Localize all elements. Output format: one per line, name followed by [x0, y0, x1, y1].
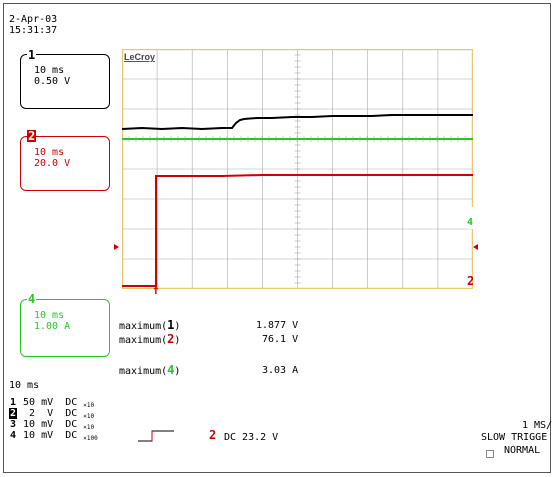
channel-2-scale: 20.0 V — [34, 158, 71, 169]
input-coupling: DC — [65, 408, 78, 419]
brand-logo: LeCroy — [124, 52, 155, 62]
input-coupling: DC — [65, 430, 78, 441]
trigger-level-right-marker[interactable] — [473, 244, 478, 250]
channel-2-timebase: 10 ms — [34, 147, 65, 158]
measurement-close: ) — [174, 321, 181, 332]
measurement-close: ) — [174, 366, 181, 377]
measurement-close: ) — [174, 335, 181, 346]
measurement-label: maximum( — [119, 321, 168, 332]
input-row[interactable]: 1 50 mV DC ×10 — [9, 397, 95, 409]
measurement-value: 76.1 V — [262, 334, 299, 345]
trigger-level-left-marker[interactable] — [114, 244, 119, 250]
grid-lines — [122, 49, 473, 289]
channel-1-box[interactable] — [20, 54, 110, 109]
capture-date: 2-Apr-03 — [9, 14, 58, 25]
channel-2-number: 2 — [27, 129, 37, 143]
scope-display: 2-Apr-03 15:31:37 1 10 ms 0.50 V 2 10 ms… — [3, 3, 553, 473]
measurement-channel: 1 — [167, 318, 175, 332]
input-channel: 4 — [9, 430, 17, 441]
channel-1-number: 1 — [27, 48, 37, 62]
input-probe: 100 — [86, 435, 98, 442]
input-row[interactable]: 4 10 mV DC ×100 — [9, 430, 98, 442]
channel-2-box[interactable] — [20, 136, 110, 191]
capture-time: 15:31:37 — [9, 25, 58, 36]
channel-1-trace — [122, 114, 473, 131]
channel-4-marker-label: 4 — [467, 217, 473, 228]
measurement-row: maximum(4) — [119, 363, 181, 377]
measurement-row: maximum(2) — [119, 332, 181, 346]
input-channel: 3 — [9, 419, 17, 430]
input-scale: 10 mV — [23, 419, 54, 430]
input-row[interactable]: 3 10 mV DC ×10 — [9, 419, 95, 431]
trigger-status-indicator — [486, 450, 494, 458]
measurement-value: 1.877 V — [256, 320, 299, 331]
channel-2-marker-label: 2 — [467, 274, 473, 288]
input-scale: 2 V — [29, 408, 54, 419]
measurement-row: maximum(1) — [119, 318, 181, 332]
channel-1-timebase: 10 ms — [34, 65, 65, 76]
channel-4-number: 4 — [27, 292, 37, 306]
measurement-channel: 4 — [167, 363, 175, 377]
timebase-readout: 10 ms — [9, 380, 40, 391]
measurement-channel: 2 — [167, 332, 175, 346]
input-coupling: DC — [65, 419, 78, 430]
trigger-position-arrow[interactable]: ↑ — [152, 283, 160, 298]
input-row[interactable]: 2 2 V DC ×10 — [9, 408, 95, 420]
input-probe: 10 — [86, 413, 95, 420]
sample-rate: 1 MS/ — [522, 420, 553, 431]
rising-edge-icon — [138, 430, 174, 442]
channel-1-scale: 0.50 V — [34, 76, 71, 87]
channel-4-scale: 1.00 A — [34, 321, 71, 332]
trigger-channel: 2 — [209, 428, 217, 442]
channel-4-timebase: 10 ms — [34, 310, 65, 321]
channel-4-box[interactable] — [20, 299, 110, 357]
input-scale: 50 mV — [23, 397, 54, 408]
channel-2-trace — [122, 174, 473, 287]
waveform-grid[interactable]: LeCroy 4 2 — [122, 49, 473, 289]
measurement-label: maximum( — [119, 335, 168, 346]
input-probe: 10 — [86, 424, 95, 431]
trigger-level: DC 23.2 V — [224, 432, 279, 443]
trigger-mode: SLOW TRIGGE — [481, 432, 548, 443]
measurement-value: 3.03 A — [262, 365, 299, 376]
input-channel: 2 — [9, 408, 17, 419]
input-probe: 10 — [86, 402, 95, 409]
input-scale: 10 mV — [23, 430, 54, 441]
measurement-label: maximum( — [119, 366, 168, 377]
trigger-state: NORMAL — [504, 445, 541, 456]
channel-4-ground-marker — [467, 207, 473, 229]
input-coupling: DC — [65, 397, 78, 408]
input-channel: 1 — [9, 397, 17, 408]
